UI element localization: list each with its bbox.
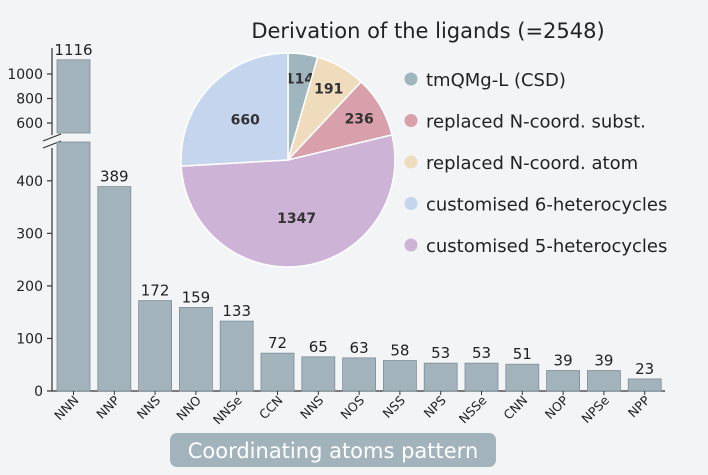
bar-value-label: 389: [100, 168, 129, 186]
bar: [219, 320, 254, 392]
x-tick-label: NNN: [51, 393, 81, 423]
bar: [423, 362, 458, 392]
x-tick-label: NPS: [421, 392, 449, 420]
pie-title: Derivation of the ligands (=2548): [251, 19, 604, 43]
x-tick-label: NPP: [625, 392, 653, 420]
y-tick-label: 200: [16, 279, 43, 295]
bar: [56, 141, 91, 392]
bar-value-label: 23: [635, 360, 654, 378]
x-tick-label: NNP: [93, 392, 122, 421]
pie-slice: [180, 52, 289, 167]
legend-label: replaced N-coord. subst.: [426, 112, 646, 133]
pie-slice-label: 236: [345, 112, 374, 128]
y-tick-label: 600: [16, 116, 43, 132]
x-tick-label: NOS: [337, 392, 367, 422]
pie-slice-label: 191: [314, 81, 343, 97]
y-tick-label: 800: [16, 92, 43, 108]
x-tick-label: NNS: [297, 392, 326, 421]
x-tick-label: NNO: [173, 392, 204, 423]
bar-value-label: 58: [390, 342, 409, 360]
x-tick-label: NSS: [380, 392, 408, 420]
legend-marker: [404, 72, 418, 86]
bar: [546, 370, 580, 392]
xlabel-box: [170, 433, 496, 467]
legend-label: customised 6-heterocycles: [426, 195, 667, 216]
pie-slice-label: 114: [285, 71, 314, 87]
bar-value-label: 65: [309, 338, 328, 356]
bar: [627, 378, 662, 392]
bar-value-label: 53: [431, 344, 450, 362]
legend-marker: [404, 155, 418, 169]
bar: [178, 307, 213, 392]
pie-slice-label: 660: [231, 113, 260, 129]
x-axis-label: Coordinating atoms pattern: [188, 439, 479, 463]
bar-value-label: 172: [141, 282, 170, 300]
bar-value-label: 133: [222, 302, 251, 320]
bar: [382, 360, 417, 392]
pie-slice: [180, 134, 396, 268]
x-tick-label: NOP: [542, 392, 572, 422]
bar: [587, 370, 621, 392]
bar: [301, 356, 336, 392]
bar: [342, 357, 377, 392]
bar: [56, 59, 91, 134]
legend-label: replaced N-coord. atom: [426, 153, 638, 174]
legend-marker: [404, 197, 418, 210]
bar-value-label: 39: [594, 352, 613, 370]
x-tick-label: NSSe: [456, 392, 490, 426]
bar-value-label: 72: [268, 334, 287, 352]
pie-slice-label: 1347: [277, 211, 316, 227]
x-tick-label: CNN: [500, 393, 530, 423]
bar: [260, 352, 295, 392]
legend-marker: [404, 238, 418, 252]
legend-label: customised 5-heterocycles: [426, 236, 667, 257]
y-tick-label: 300: [16, 226, 43, 242]
x-tick-label: NNSe: [210, 392, 245, 427]
x-tick-label: NPSe: [578, 392, 612, 426]
bar: [464, 362, 499, 392]
legend-marker: [404, 114, 418, 127]
bar: [97, 186, 132, 392]
axis-break-mark: [42, 133, 62, 142]
y-tick-label: 0: [34, 384, 43, 400]
y-tick-label: 100: [16, 331, 43, 347]
pie-legend: tmQMg-L (CSD) replaced N-coord. subst. rep…: [404, 70, 667, 257]
legend-label: tmQMg-L (CSD): [426, 70, 566, 91]
bar-value-label: 51: [513, 345, 532, 363]
x-tick-label: NNS: [134, 392, 163, 421]
bar: [505, 363, 540, 392]
bar-value-label: 63: [350, 339, 369, 357]
bar-value-label: 39: [554, 352, 573, 370]
y-tick-label: 1000: [7, 67, 43, 83]
x-tick-label: CCN: [256, 393, 286, 423]
bar-value-label: 1116: [54, 41, 92, 59]
bar-value-label: 53: [472, 344, 491, 362]
bar: [138, 300, 173, 392]
y-tick-label: 400: [16, 174, 43, 190]
bar-value-label: 159: [182, 288, 211, 306]
